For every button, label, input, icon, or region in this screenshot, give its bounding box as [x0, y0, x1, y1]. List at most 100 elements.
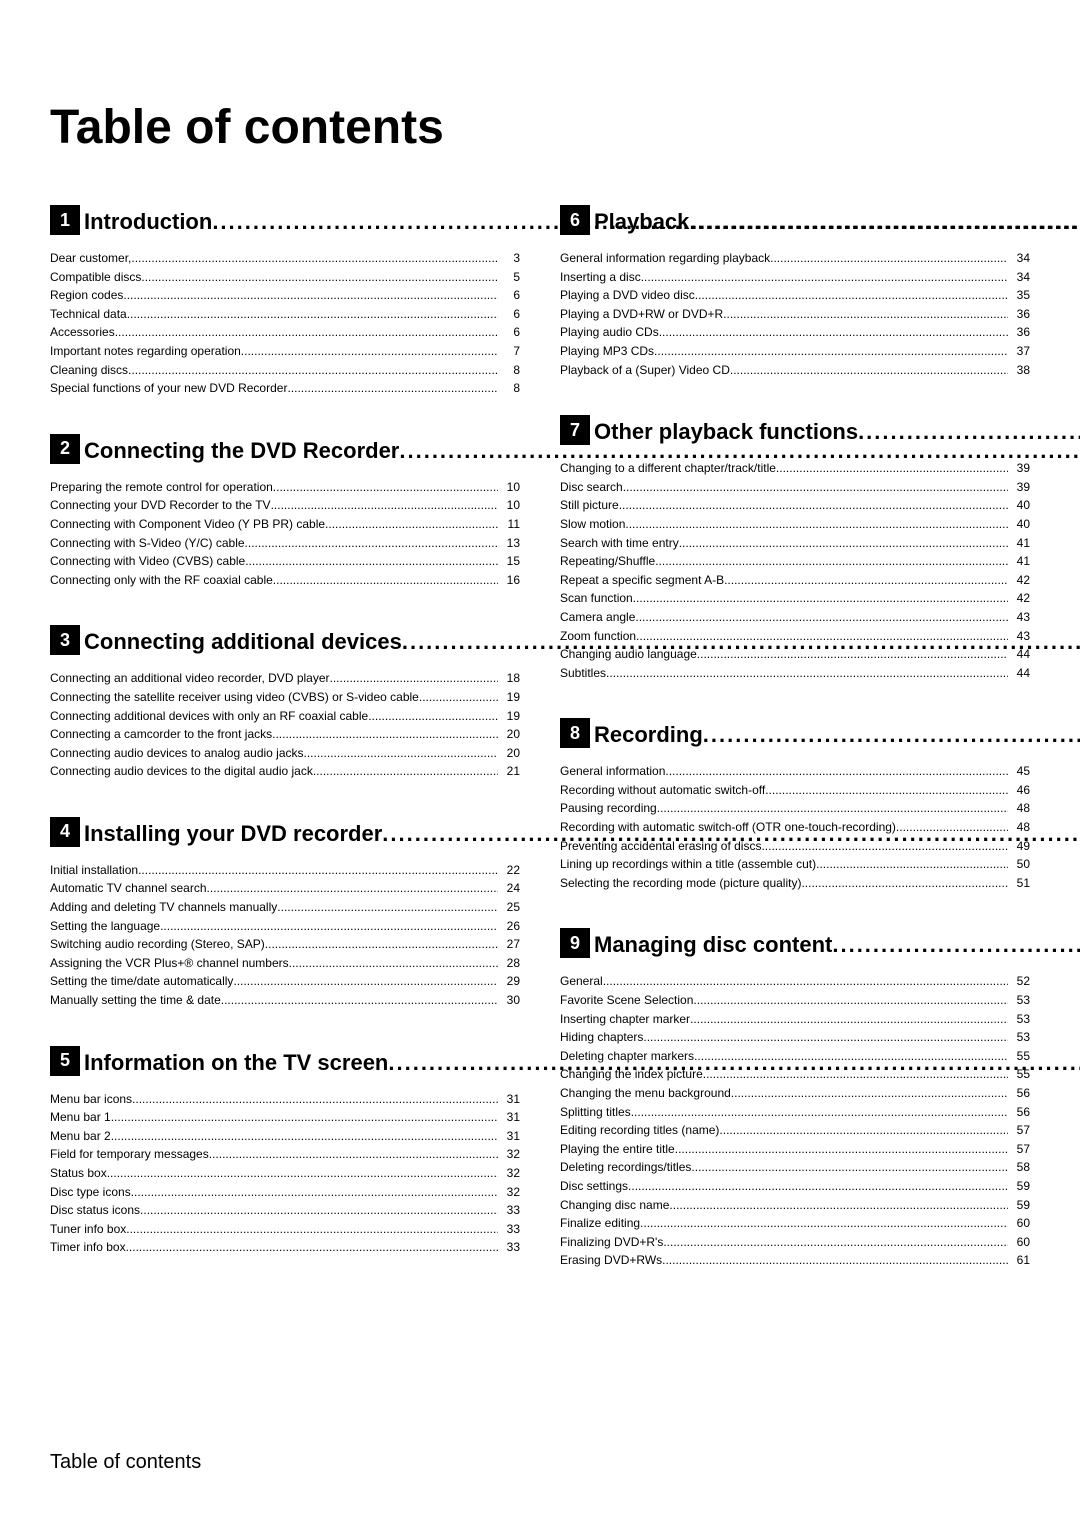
entry-leader	[111, 1127, 498, 1146]
entry-text: Region codes	[50, 286, 123, 305]
entry-text: Deleting chapter markers	[560, 1047, 694, 1066]
toc-entry: Technical data 6	[50, 305, 520, 324]
entry-page: 58	[1008, 1158, 1030, 1177]
entry-leader	[304, 744, 498, 763]
entry-leader	[233, 972, 498, 991]
section-title-row: Recording 45	[594, 722, 1080, 748]
toc-entry: Lining up recordings within a title (ass…	[560, 855, 1030, 874]
toc-entry: Playback of a (Super) Video CD 38	[560, 361, 1030, 380]
entry-leader	[277, 898, 498, 917]
entry-page: 41	[1008, 534, 1030, 553]
toc-entry: Hiding chapters 53	[560, 1028, 1030, 1047]
page-title: Table of contents	[50, 100, 1030, 155]
entry-leader	[695, 286, 1008, 305]
entry-text: Connecting audio devices to the digital …	[50, 762, 313, 781]
toc-entry: Disc settings 59	[560, 1177, 1030, 1196]
entry-leader	[209, 1145, 498, 1164]
entry-leader	[123, 286, 498, 305]
entry-leader	[619, 496, 1008, 515]
entry-page: 33	[498, 1220, 520, 1239]
section-entries: General information 45Recording without …	[560, 762, 1030, 892]
toc-entry: Playing a DVD video disc 35	[560, 286, 1030, 305]
entry-text: Cleaning discs	[50, 361, 128, 380]
column-1: 1Introduction 3Dear customer, 3Compatibl…	[50, 205, 520, 1306]
toc-entry: Connecting with S-Video (Y/C) cable 13	[50, 534, 520, 553]
toc-entry: Region codes 6	[50, 286, 520, 305]
entry-text: General information regarding playback	[560, 249, 770, 268]
toc-section: 7Other playback functions 39Changing to …	[560, 415, 1030, 682]
entry-text: Editing recording titles (name)	[560, 1121, 719, 1140]
toc-entry: Tuner info box 33	[50, 1220, 520, 1239]
entry-text: General information	[560, 762, 665, 781]
entry-leader	[631, 1103, 1008, 1122]
toc-entry: Deleting recordings/titles 58	[560, 1158, 1030, 1177]
entry-leader	[665, 762, 1008, 781]
entry-text: Connecting an additional video recorder,…	[50, 669, 330, 688]
entry-text: Playing the entire title	[560, 1140, 675, 1159]
entry-page: 26	[498, 917, 520, 936]
entry-page: 61	[1008, 1251, 1030, 1270]
entry-text: Playing audio CDs	[560, 323, 659, 342]
entry-leader	[662, 1251, 1008, 1270]
toc-entry: Finalize editing 60	[560, 1214, 1030, 1233]
entry-page: 57	[1008, 1140, 1030, 1159]
entry-text: General	[560, 972, 603, 991]
toc-entry: Disc status icons 33	[50, 1201, 520, 1220]
entry-page: 50	[1008, 855, 1030, 874]
toc-entry: Initial installation 22	[50, 861, 520, 880]
entry-leader	[126, 1238, 498, 1257]
entry-text: Technical data	[50, 305, 127, 324]
entry-page: 8	[498, 361, 520, 380]
entry-text: Playing a DVD video disc	[560, 286, 695, 305]
toc-entry: Subtitles 44	[560, 664, 1030, 683]
section-title: Installing your DVD recorder	[84, 821, 382, 847]
entry-leader	[265, 935, 498, 954]
entry-page: 10	[498, 496, 520, 515]
entry-page: 22	[498, 861, 520, 880]
entry-leader	[289, 954, 498, 973]
section-number-box: 6	[560, 205, 590, 235]
entry-leader	[287, 379, 498, 398]
entry-text: Connecting only with the RF coaxial cabl…	[50, 571, 273, 590]
section-number-box: 3	[50, 625, 80, 655]
toc-entry: Playing MP3 CDs 37	[560, 342, 1030, 361]
entry-leader	[325, 515, 498, 534]
entry-page: 32	[498, 1183, 520, 1202]
entry-page: 35	[1008, 286, 1030, 305]
entry-leader	[245, 552, 498, 571]
entry-leader	[207, 879, 498, 898]
entry-page: 32	[498, 1145, 520, 1164]
section-number-box: 4	[50, 817, 80, 847]
toc-entry: Switching audio recording (Stereo, SAP) …	[50, 935, 520, 954]
entry-leader	[675, 1140, 1008, 1159]
section-leader	[858, 419, 1080, 445]
toc-section: 2Connecting the DVD Recorder 10Preparing…	[50, 434, 520, 590]
toc-entry: Pausing recording 48	[560, 799, 1030, 818]
columns-container: 1Introduction 3Dear customer, 3Compatibl…	[50, 205, 1030, 1306]
entry-leader	[272, 725, 498, 744]
entry-text: Favorite Scene Selection	[560, 991, 693, 1010]
section-title: Playback	[594, 209, 689, 235]
entry-text: Timer info box	[50, 1238, 126, 1257]
toc-entry: Playing a DVD+RW or DVD+R 36	[560, 305, 1030, 324]
entry-leader	[635, 608, 1008, 627]
entry-text: Changing to a different chapter/track/ti…	[560, 459, 776, 478]
toc-section: 5Information on the TV screen 31Menu bar…	[50, 1046, 520, 1257]
toc-section: 9Managing disc content 52General 52Favor…	[560, 928, 1030, 1270]
entry-text: Initial installation	[50, 861, 138, 880]
toc-entry: Still picture 40	[560, 496, 1030, 515]
entry-text: Menu bar 2	[50, 1127, 111, 1146]
entry-page: 41	[1008, 552, 1030, 571]
toc-entry: Changing the index picture 55	[560, 1065, 1030, 1084]
toc-entry: Connecting with Video (CVBS) cable 15	[50, 552, 520, 571]
entry-page: 52	[1008, 972, 1030, 991]
entry-text: Erasing DVD+RWs	[560, 1251, 662, 1270]
entry-page: 55	[1008, 1065, 1030, 1084]
entry-leader	[330, 669, 499, 688]
entry-leader	[131, 249, 498, 268]
entry-leader	[636, 627, 1008, 646]
entry-page: 31	[498, 1108, 520, 1127]
toc-entry: Repeat a specific segment A-B 42	[560, 571, 1030, 590]
entry-text: Disc search	[560, 478, 623, 497]
section-title-row: Other playback functions 39	[594, 419, 1080, 445]
